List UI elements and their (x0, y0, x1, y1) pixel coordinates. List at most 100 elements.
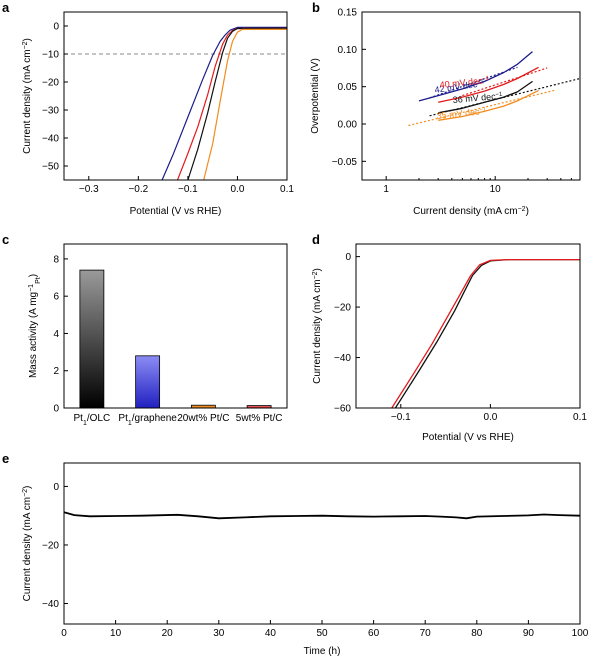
panel-a-ytick-label: 0 (53, 22, 59, 33)
panel-b-xtick-label: 10 (490, 184, 502, 195)
panel-letter-a: a (2, 0, 10, 15)
panel-b-xlabel-main: Current density (mA cm (413, 206, 517, 217)
panel-b-xlabel-tail: ) (526, 206, 529, 217)
panel-c-frame (63, 243, 288, 409)
panel-e-ytick-label: −20 (42, 540, 59, 551)
panel-b-series-2 (438, 80, 533, 114)
panel-e-xtick-label: 100 (572, 628, 589, 639)
panel-c-category-label-0: Pt1/OLC (74, 413, 111, 427)
panel-d-ytick-label: −20 (334, 303, 351, 314)
bar-0 (79, 269, 105, 409)
panel-e-ylabel-sup: −2 (22, 489, 29, 497)
panel-c-ylabel-tail: ) (28, 274, 39, 277)
panel-d-ylabel-sup: −2 (312, 271, 319, 279)
panel-b-annotation-text: 35 mV dec (436, 106, 480, 120)
panel-c-ytick-label: 0 (53, 404, 59, 415)
panel-c-ytick-label: 2 (53, 366, 59, 377)
panel-d-xtick-label: 0.0 (483, 412, 497, 423)
panel-b-xlabel-sup: −2 (518, 206, 526, 213)
panel-a-ylabel: Current density (mA cm−2) (22, 38, 34, 154)
category-main: 20wt% Pt/C (177, 413, 229, 424)
category-main: Pt (118, 413, 128, 424)
panel-c: c Pt1/OLC Pt1/graphene 20wt% Pt/C 5wt% Pt/C 0… (2, 232, 288, 427)
panel-e-ylabel: Current density (mA cm−2) (22, 486, 34, 602)
panel-a-series-3 (203, 28, 287, 180)
panel-d-ytick-label: −60 (334, 404, 351, 415)
panel-a-plot-area (64, 26, 287, 180)
category-rest: /OLC (87, 413, 110, 424)
panel-b-annotation-1: 40 mV dec−1 (439, 75, 490, 90)
panel-a-xtick-label: −0.1 (178, 184, 198, 195)
panel-a-ytick-label: −40 (42, 134, 59, 145)
panel-a-ytick-label: −10 (42, 50, 59, 61)
panel-a-series-0 (161, 26, 287, 180)
panel-b-xtick-label: 1 (383, 184, 389, 195)
panel-a-ylabel-tail: ) (22, 38, 33, 41)
panel-e-series-0 (64, 511, 580, 520)
panel-d-series-1 (391, 258, 580, 408)
panel-e-ytick-label: 0 (53, 482, 59, 493)
panel-d-ylabel-tail: ) (312, 268, 323, 271)
panel-a-ytick-label: −20 (42, 78, 59, 89)
panel-c-category-label-2: 20wt% Pt/C (177, 413, 229, 424)
panel-letter-c: c (2, 232, 9, 247)
panel-d-ytick-label: 0 (345, 252, 351, 263)
panel-a-ylabel-sup: −2 (22, 41, 29, 49)
panel-c-category-label-3: 5wt% Pt/C (236, 413, 283, 424)
panel-a: a −0.3 −0.2 −0.1 0.0 0.1 0 −10 −20 −30 −40 −50 Poten… (2, 0, 294, 217)
panel-a-frame (63, 11, 288, 181)
panel-d-plot-area (391, 258, 580, 408)
panel-b-annotation-text: 40 mV dec (439, 75, 483, 89)
category-main: 5wt% Pt/C (236, 413, 283, 424)
panel-e-xtick-label: 80 (471, 628, 483, 639)
panel-b-plot-area (408, 51, 580, 127)
panel-b-ytick-label: −0.05 (332, 157, 358, 168)
panel-b: b42 mV dec−140 mV dec−136 mV dec−135 mV … (310, 0, 581, 217)
panel-b-fit-1 (462, 67, 548, 97)
panel-b-ytick-label: 0.10 (338, 45, 358, 56)
panel-a-ytick-label: −50 (42, 162, 59, 173)
panel-b-ytick-label: 0.15 (338, 8, 358, 19)
panel-a-xlabel: Potential (V vs RHE) (130, 206, 222, 217)
bar-1 (135, 355, 161, 409)
panel-e-xtick-label: 30 (213, 628, 225, 639)
panel-d-xtick-label: 0.1 (573, 412, 587, 423)
panel-e-xtick-label: 50 (316, 628, 328, 639)
panel-b-annotation-sup: −1 (495, 92, 503, 99)
panel-a-series-2 (187, 27, 287, 180)
panel-b-series-0 (418, 51, 533, 102)
panel-b-annotation-sup: −1 (477, 79, 485, 86)
panel-a-xtick-label: −0.3 (79, 184, 99, 195)
panel-c-ytick-label: 4 (53, 329, 59, 340)
panel-b-annotation-3: 35 mV dec−1 (436, 106, 487, 121)
category-main: Pt (74, 413, 84, 424)
panel-b-annotation-text: 36 mV dec (452, 91, 496, 105)
panel-letter-e: e (2, 451, 9, 466)
panel-c-category-label-1: Pt1/graphene (118, 413, 177, 427)
panel-e-xtick-label: 0 (61, 628, 67, 639)
panel-e-xtick-label: 90 (523, 628, 535, 639)
panel-d-xtick-label: −0.1 (391, 412, 411, 423)
panel-e: e 0 10 20 30 40 50 60 70 80 90 100 0 −20 −40 Time (h) Cu… (2, 451, 589, 657)
panel-e-xtick-label: 10 (110, 628, 122, 639)
panel-d-ylabel: Current density (mA cm−2) (312, 268, 324, 384)
panel-b-annotation-sup: −1 (482, 76, 490, 83)
panel-d-xlabel: Potential (V vs RHE) (422, 432, 514, 443)
panel-e-plot-area (64, 511, 580, 520)
panel-c-ytick-label: 6 (53, 292, 59, 303)
panel-e-xtick-label: 20 (162, 628, 174, 639)
panel-d: d −0.1 0.0 0.1 0 −20 −40 −60 Potential (V vs RHE… (312, 232, 588, 443)
panel-b-annotation-2: 36 mV dec−1 (452, 91, 503, 105)
panel-a-xtick-label: 0.0 (230, 184, 244, 195)
panel-c-ylabel-main: Mass activity (A mg (28, 292, 39, 378)
panel-letter-b: b (312, 0, 320, 15)
panel-letter-d: d (312, 232, 320, 247)
panel-b-ytick-label: 0.05 (338, 82, 358, 93)
panel-e-xtick-label: 40 (265, 628, 277, 639)
panel-d-ytick-label: −40 (334, 353, 351, 364)
panel-b-series-3 (438, 89, 539, 121)
panel-b-annotation-sup: −1 (479, 107, 487, 114)
panel-d-ylabel-main: Current density (mA cm (312, 279, 323, 383)
panel-b-ylabel: Overpotential (V) (310, 58, 321, 134)
